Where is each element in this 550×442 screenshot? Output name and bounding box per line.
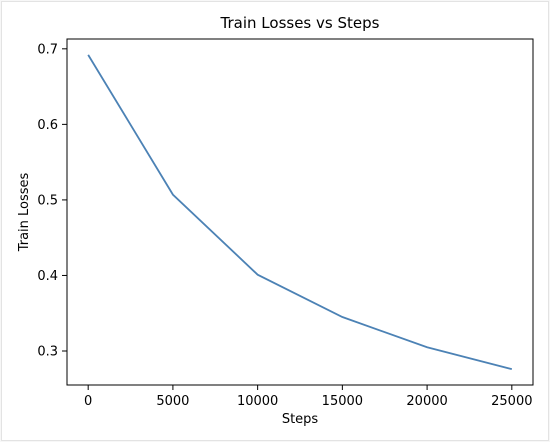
x-tick-label: 15000: [322, 394, 363, 409]
x-tick-label: 0: [84, 394, 92, 409]
y-tick-label: 0.6: [37, 118, 58, 133]
y-tick-label: 0.3: [37, 345, 58, 360]
y-tick-label: 0.7: [37, 42, 58, 57]
x-tick-label: 20000: [406, 394, 447, 409]
y-tick-label: 0.5: [37, 193, 58, 208]
x-tick-label: 25000: [491, 394, 532, 409]
plot-area: [66, 38, 534, 386]
x-axis-label: Steps: [282, 412, 319, 427]
y-axis: 0.3 0.4 0.5 0.6 0.7: [37, 42, 67, 360]
chart-title: Train Losses vs Steps: [220, 14, 380, 32]
x-tick-label: 5000: [156, 394, 189, 409]
y-tick-label: 0.4: [37, 269, 58, 284]
x-tick-label: 10000: [237, 394, 278, 409]
x-axis: 0 5000 10000 15000 20000 25000: [84, 385, 532, 409]
series-line: [87, 54, 513, 371]
y-axis-label: Train Losses: [17, 172, 32, 252]
